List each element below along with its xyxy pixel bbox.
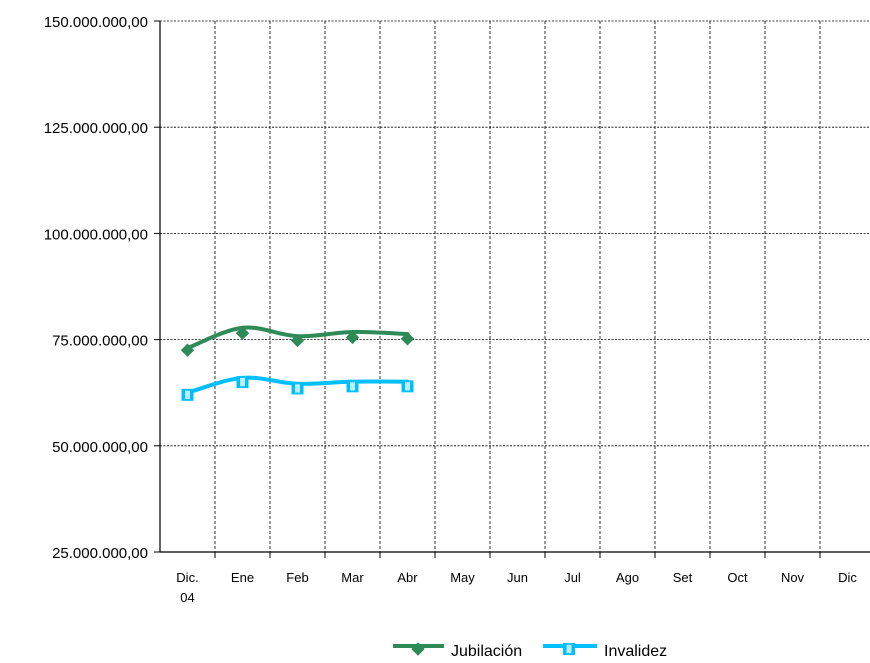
data-point: [411, 642, 425, 656]
data-point: [401, 380, 414, 393]
legend-item-0: Jubilación: [393, 642, 522, 660]
x-tick-label: Jul: [564, 570, 581, 585]
series-0: [180, 325, 415, 357]
x-tick-label: Set: [673, 570, 693, 585]
data-point: [236, 376, 249, 389]
x-tick-label: Dic.: [176, 570, 198, 585]
legend: Jubilación Invalidez: [393, 642, 667, 660]
y-tick-label: 50.000.000,00: [52, 439, 148, 456]
y-axis-ticks: 150.000.000,00 125.000.000,00 100.000.000,…: [44, 14, 148, 562]
data-point: [290, 333, 305, 348]
x-tick-label: Ago: [616, 570, 639, 585]
data-point: [291, 382, 304, 395]
y-tick-label: 150.000.000,00: [44, 14, 148, 31]
legend-label: Jubilación: [451, 643, 522, 660]
data-point: [345, 330, 360, 345]
data-point: [180, 343, 195, 357]
y-tick-label: 125.000.000,00: [44, 120, 148, 137]
x-tick-label: Feb: [286, 570, 308, 585]
x-tick-label: Mar: [341, 570, 364, 585]
series-layer: [180, 325, 415, 401]
x-tick-label: 04: [180, 590, 194, 605]
legend-item-1: Invalidez: [543, 643, 667, 660]
x-tick-label: Nov: [781, 570, 805, 585]
x-tick-label: May: [450, 570, 475, 585]
data-point: [400, 332, 415, 346]
x-tick-label: Jun: [507, 570, 528, 585]
x-tick-label: Abr: [397, 570, 418, 585]
x-tick-label: Oct: [727, 570, 748, 585]
x-tick-label: Dic: [838, 570, 857, 585]
data-point: [235, 326, 250, 340]
data-point: [181, 388, 194, 401]
legend-label: Invalidez: [604, 643, 667, 660]
y-tick-label: 25.000.000,00: [52, 545, 148, 562]
x-tick-label: Ene: [231, 570, 254, 585]
axes: [154, 20, 870, 558]
series-1: [181, 375, 414, 401]
data-point: [346, 380, 359, 393]
x-axis-ticks: Dic. 04 Ene Feb Mar Abr May Jun Jul Ago Set Oct Nov D…: [176, 570, 857, 605]
y-tick-label: 100.000.000,00: [44, 226, 148, 243]
data-point: [563, 643, 575, 655]
grid: [160, 20, 870, 553]
y-tick-label: 75.000.000,00: [52, 333, 148, 350]
